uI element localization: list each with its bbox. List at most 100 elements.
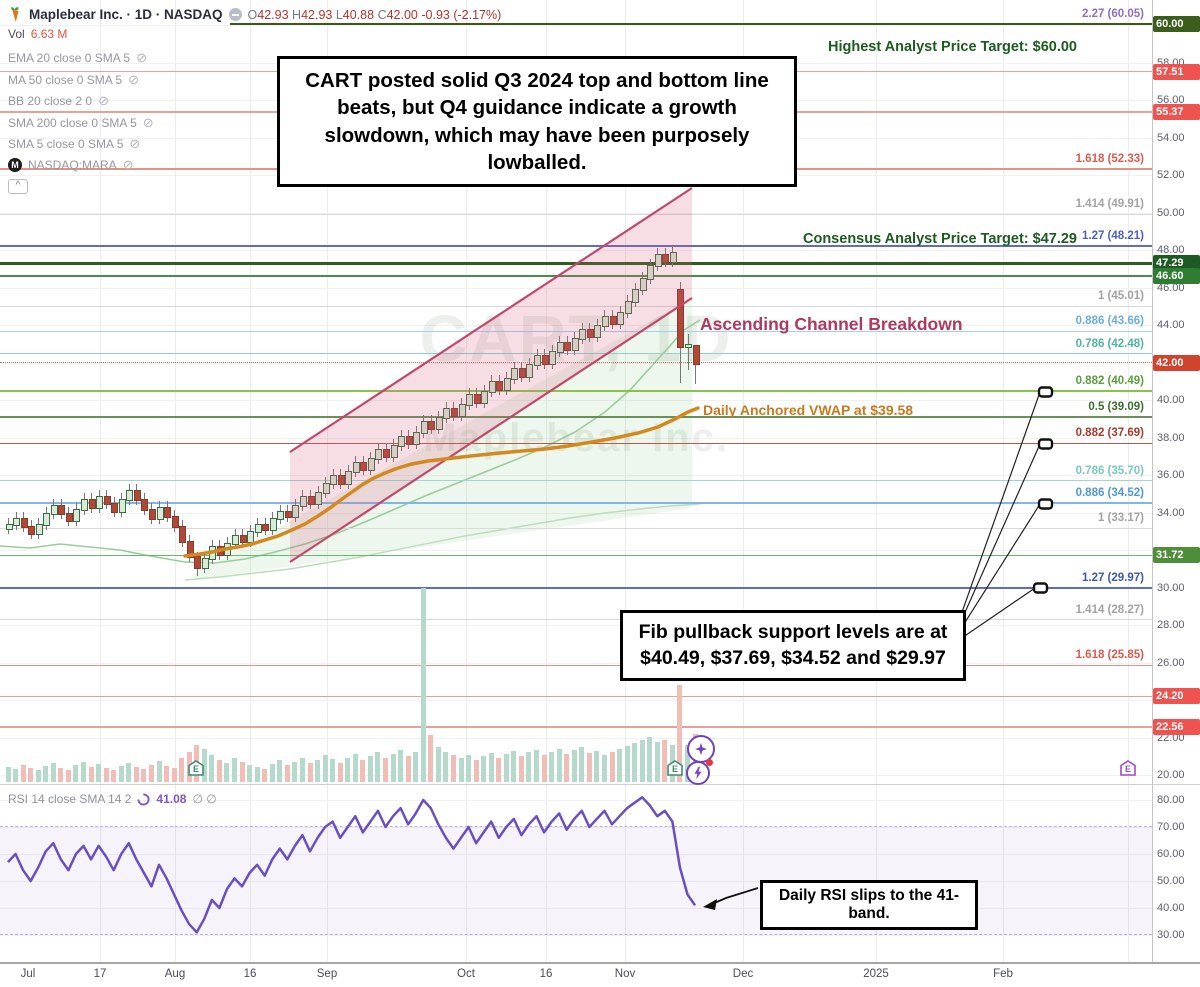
channel-upper-line	[289, 187, 693, 453]
price-tick: 36.00	[1157, 469, 1185, 481]
volume-bar	[450, 755, 456, 782]
indicator-label: MA 50 close 0 SMA 5	[8, 72, 123, 87]
fib-level-label: 1.618 (52.33)	[1075, 152, 1144, 165]
fib-pointer-marker	[1037, 498, 1054, 510]
candle	[337, 475, 345, 485]
volume-bar	[617, 748, 623, 782]
candle	[443, 407, 451, 419]
volume-bar	[43, 766, 49, 782]
volume-bar	[518, 756, 524, 782]
price-badge: 22.56	[1153, 719, 1200, 735]
visibility-toggle-icon[interactable]: ⊘	[98, 93, 109, 108]
legend-indicator-row[interactable]: EMA 20 close 0 SMA 5 ⊘	[8, 50, 147, 66]
candle	[435, 416, 443, 431]
volume-bar	[239, 761, 245, 782]
legend-indicator-row[interactable]: MA 50 close 0 SMA 5 ⊘	[8, 72, 139, 88]
price-badge: 47.29	[1153, 255, 1200, 272]
volume-bar	[360, 760, 366, 782]
volume-bar	[88, 766, 94, 782]
horizontal-gridline	[0, 287, 1152, 289]
fib-level-label: 0.886 (43.66)	[1075, 315, 1144, 328]
candle	[549, 351, 557, 365]
candle	[179, 525, 187, 543]
pane-separator[interactable]	[0, 784, 1200, 785]
flash-event-icon[interactable]	[686, 761, 710, 785]
price-badge: 55.37	[1153, 103, 1200, 120]
volume-bar	[133, 766, 139, 782]
minus-circle-icon[interactable]	[228, 8, 242, 21]
candle	[269, 518, 277, 532]
sparkle-event-icon[interactable]	[687, 735, 715, 763]
legend-collapse-button[interactable]: ^	[8, 179, 28, 194]
legend-indicator-row[interactable]: BB 20 close 2 0 ⊘	[8, 93, 109, 109]
candle	[156, 506, 164, 521]
level-line-43.66	[0, 330, 1152, 333]
sparkle-icon	[695, 743, 707, 755]
candle	[586, 328, 594, 339]
visibility-toggle-icon[interactable]: ⊘	[142, 114, 154, 130]
volume-bar	[662, 739, 668, 782]
fib-level-label: 1.414 (49.91)	[1075, 198, 1144, 211]
visibility-toggle-icon[interactable]: ⊘	[129, 136, 141, 151]
refresh-icon[interactable]	[137, 792, 150, 806]
rsi-tick: 70.00	[1157, 821, 1185, 833]
earnings-badge[interactable]: E	[188, 760, 204, 776]
rsi-header-row[interactable]: RSI 14 close SMA 14 2 41.08 ∅ ∅	[8, 792, 217, 806]
price-tick: 46.00	[1157, 281, 1185, 294]
symbol-title-row[interactable]: Maplebear Inc. · 1D · NASDAQ O42.93 H42.…	[8, 6, 501, 23]
lightning-icon	[694, 766, 702, 780]
rsi-band-line	[0, 934, 1152, 935]
volume-bar	[685, 744, 690, 782]
horizontal-gridline	[0, 437, 1152, 439]
earnings-badge[interactable]: E	[1120, 760, 1136, 776]
candle	[322, 482, 330, 494]
legend-indicator-row[interactable]: SMA 200 close 0 SMA 5 ⊘	[8, 115, 154, 131]
candle	[186, 540, 194, 558]
ma-line-1	[0, 319, 701, 564]
candle	[239, 535, 247, 543]
candle	[65, 512, 73, 522]
price-tick: 40.00	[1157, 394, 1185, 406]
time-axis-label: Feb	[993, 968, 1013, 980]
legend-volume-row[interactable]: Vol 6.63 M	[8, 27, 68, 41]
volume-bar	[428, 735, 434, 782]
volume-bar	[458, 758, 464, 782]
volume-bar	[299, 757, 305, 782]
horizontal-gridline	[0, 212, 1152, 214]
legend-mara-row[interactable]: M NASDAQ:MARA ⊘	[8, 157, 134, 173]
candle	[254, 523, 262, 534]
volume-bar	[367, 756, 373, 782]
volume-bar	[413, 751, 419, 782]
time-axis-label: 16	[539, 968, 553, 980]
volume-bar	[118, 766, 124, 782]
candle	[481, 390, 489, 404]
earnings-badge[interactable]: E	[667, 760, 683, 776]
level-line-49.91	[0, 213, 1152, 215]
visibility-toggle-icon[interactable]: ⊘	[128, 71, 139, 87]
candle	[345, 471, 353, 485]
indicator-lines-layer	[0, 298, 701, 581]
legend-indicator-row[interactable]: SMA 5 close 0 SMA 5 ⊘	[8, 136, 140, 152]
change-readout: -0.93 (-2.17%)	[421, 7, 502, 22]
candle	[352, 461, 360, 474]
candle	[511, 368, 519, 380]
visibility-toggle-icon[interactable]: ⊘	[136, 50, 147, 65]
candle	[164, 506, 172, 519]
candle	[488, 381, 496, 393]
candle	[420, 420, 428, 434]
volume-bar	[269, 764, 275, 782]
candle	[677, 289, 685, 348]
volume-bar	[179, 757, 185, 782]
candle	[518, 368, 526, 378]
fib-level-label: 0.882 (37.69)	[1075, 427, 1144, 440]
earnings-icon: E	[667, 760, 683, 776]
symbol-title[interactable]: Maplebear Inc. · 1D · NASDAQ	[29, 7, 223, 22]
volume-bar	[35, 770, 41, 782]
volume-bar	[292, 761, 298, 782]
indicator-label: BB 20 close 2 0	[8, 94, 93, 108]
visibility-toggle-icon[interactable]: ⊘	[122, 157, 134, 172]
candle	[35, 523, 43, 536]
candle	[541, 355, 549, 365]
candle	[103, 495, 111, 506]
